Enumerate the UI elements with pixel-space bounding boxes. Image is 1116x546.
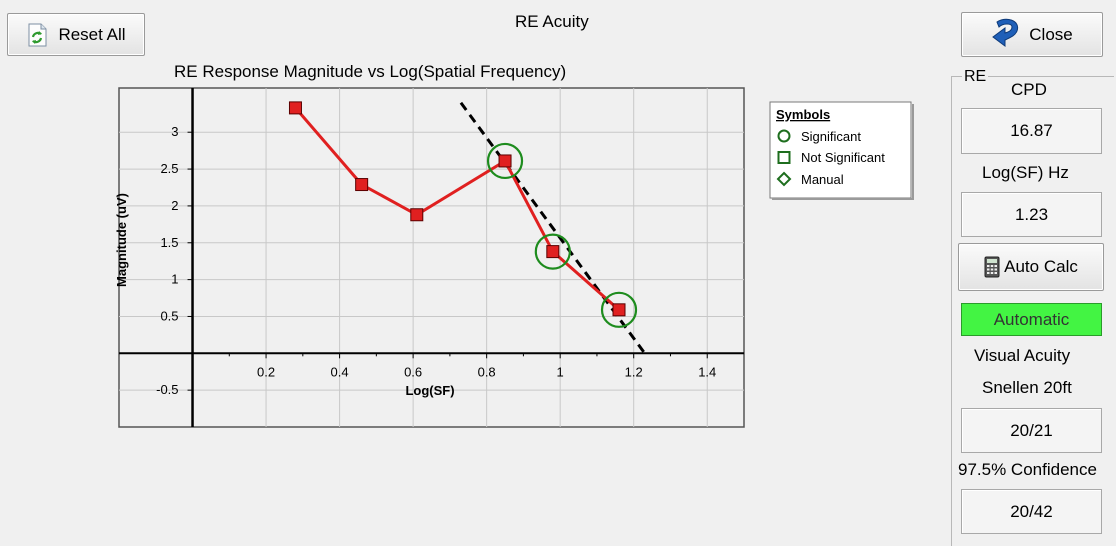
chart-title: RE Response Magnitude vs Log(Spatial Fre…	[174, 62, 567, 81]
legend-box: Symbols Significant Not Significant Manu…	[769, 101, 914, 200]
plot-area	[118, 87, 745, 428]
logsf-label: Log(SF) Hz	[982, 163, 1069, 182]
x-tick-label: 1.4	[698, 364, 716, 379]
significant-ring	[600, 291, 638, 328]
x-tick-label: 1.2	[625, 364, 643, 379]
cpd-label: CPD	[1011, 80, 1047, 99]
data-point-marker	[612, 303, 626, 317]
y-tick-label: -0.5	[156, 382, 178, 397]
refresh-icon	[26, 23, 48, 47]
data-point-marker	[355, 178, 369, 192]
legend-circle-icon	[777, 129, 791, 143]
y-tick-label: 1	[171, 272, 178, 287]
series-line	[294, 106, 620, 311]
legend-item-not-significant: Not Significant	[801, 150, 885, 165]
close-label: Close	[1029, 24, 1073, 44]
significant-ring	[486, 142, 524, 180]
legend-diamond-icon	[776, 171, 792, 187]
significant-ring	[534, 233, 571, 270]
data-point-marker	[410, 208, 424, 222]
x-tick-label: 0.2	[257, 364, 275, 379]
snellen-label: Snellen 20ft	[982, 378, 1072, 397]
calculator-icon	[984, 256, 1000, 278]
y-tick-label: 2	[171, 198, 178, 213]
y-tick-label: 2.5	[160, 161, 178, 176]
legend-item-manual: Manual	[801, 172, 844, 187]
reset-all-button[interactable]: Reset All	[7, 13, 145, 56]
y-tick-label: 1.5	[160, 235, 178, 250]
cpd-value: 16.87	[961, 108, 1102, 154]
reset-all-label: Reset All	[58, 24, 126, 44]
y-axis-label: Magnitude (uV)	[114, 193, 129, 287]
x-axis-label: Log(SF)	[405, 383, 454, 398]
confidence-value: 20/42	[961, 489, 1102, 534]
mode-status-badge: Automatic	[961, 303, 1102, 336]
legend-title: Symbols	[776, 107, 830, 122]
confidence-label: 97.5% Confidence	[958, 460, 1097, 479]
x-tick-label: 1	[557, 364, 564, 379]
y-tick-label: 3	[171, 124, 178, 139]
auto-calc-button[interactable]: Auto Calc	[958, 243, 1104, 291]
legend-item-significant: Significant	[801, 129, 861, 144]
re-panel	[951, 76, 1114, 546]
y-tick-label: 0.5	[160, 308, 178, 323]
x-tick-label: 0.8	[478, 364, 496, 379]
visual-acuity-label: Visual Acuity	[974, 346, 1071, 365]
data-point-marker	[546, 245, 560, 259]
page-title: RE Acuity	[515, 12, 589, 31]
panel-legend: RE	[962, 68, 989, 86]
logsf-value: 1.23	[961, 192, 1102, 237]
close-button[interactable]: Close	[961, 12, 1103, 57]
snellen-value: 20/21	[961, 408, 1102, 453]
x-tick-label: 0.4	[331, 364, 349, 379]
data-point-marker	[288, 101, 302, 115]
data-point-marker	[498, 154, 512, 168]
acuity-chart: -0.5 0.5 1 1.5 2 2.5 3 0.2 0.4 0.6 0.8 1 1.2 1.4 Log(…	[114, 87, 914, 428]
x-tick-label: 0.6	[404, 364, 422, 379]
legend-square-icon	[777, 151, 791, 164]
auto-calc-label: Auto Calc	[1004, 257, 1078, 276]
close-arrow-icon	[991, 18, 1023, 52]
